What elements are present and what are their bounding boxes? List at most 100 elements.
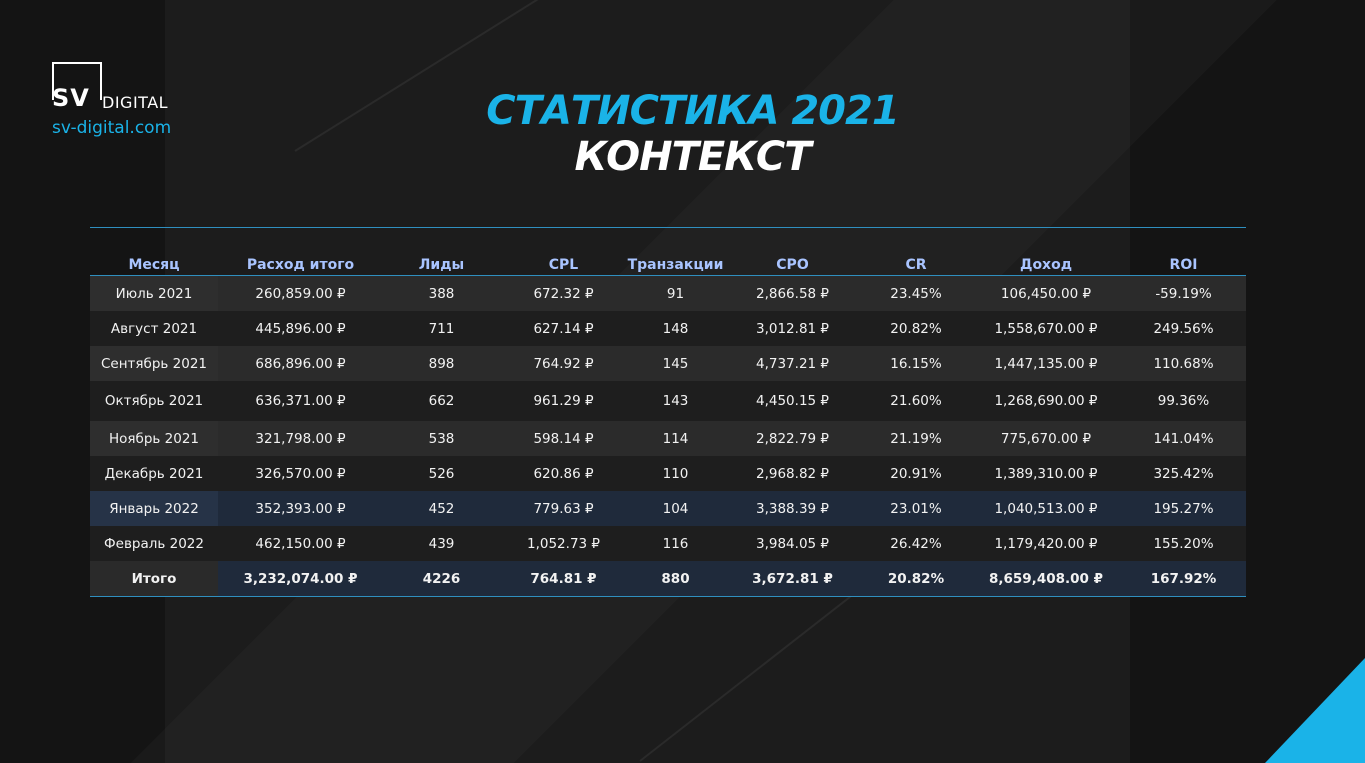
cell-cr: 23.45% xyxy=(861,275,971,311)
table-row: Июль 2021 260,859.00 ₽ 388 672.32 ₽ 91 2… xyxy=(90,275,1246,311)
cell-cpl: 598.14 ₽ xyxy=(500,421,627,456)
cell-cpo: 3,388.39 ₽ xyxy=(724,491,861,526)
cell-cpo: 2,822.79 ₽ xyxy=(724,421,861,456)
cell-month: Декабрь 2021 xyxy=(90,456,218,491)
cell-month: Июль 2021 xyxy=(90,275,218,311)
cell-leads: 898 xyxy=(383,346,500,381)
cell-month: Октябрь 2021 xyxy=(90,381,218,421)
total-cr: 20.82% xyxy=(861,561,971,597)
cell-roi: 99.36% xyxy=(1121,381,1246,421)
cell-cpo: 3,984.05 ₽ xyxy=(724,526,861,561)
cell-spend: 352,393.00 ₽ xyxy=(218,491,383,526)
cell-cr: 26.42% xyxy=(861,526,971,561)
cell-revenue: 1,558,670.00 ₽ xyxy=(971,311,1121,346)
cell-transactions: 143 xyxy=(627,381,724,421)
cell-leads: 388 xyxy=(383,275,500,311)
cell-leads: 711 xyxy=(383,311,500,346)
table-row: Январь 2022 352,393.00 ₽ 452 779.63 ₽ 10… xyxy=(90,491,1246,526)
header-cpl: CPL xyxy=(500,228,627,276)
table-row: Февраль 2022 462,150.00 ₽ 439 1,052.73 ₽… xyxy=(90,526,1246,561)
cell-cpl: 672.32 ₽ xyxy=(500,275,627,311)
cell-spend: 326,570.00 ₽ xyxy=(218,456,383,491)
header-month: Месяц xyxy=(90,228,218,276)
cell-revenue: 1,268,690.00 ₽ xyxy=(971,381,1121,421)
cell-roi: -59.19% xyxy=(1121,275,1246,311)
cell-leads: 538 xyxy=(383,421,500,456)
table-row: Сентябрь 2021 686,896.00 ₽ 898 764.92 ₽ … xyxy=(90,346,1246,381)
header-roi: ROI xyxy=(1121,228,1246,276)
table-row: Декабрь 2021 326,570.00 ₽ 526 620.86 ₽ 1… xyxy=(90,456,1246,491)
cell-spend: 636,371.00 ₽ xyxy=(218,381,383,421)
table-row: Август 2021 445,896.00 ₽ 711 627.14 ₽ 14… xyxy=(90,311,1246,346)
header-revenue: Доход xyxy=(971,228,1121,276)
cell-cpl: 627.14 ₽ xyxy=(500,311,627,346)
total-revenue: 8,659,408.00 ₽ xyxy=(971,561,1121,597)
total-roi: 167.92% xyxy=(1121,561,1246,597)
cell-spend: 445,896.00 ₽ xyxy=(218,311,383,346)
logo-frame xyxy=(52,62,102,100)
cell-cpo: 3,012.81 ₽ xyxy=(724,311,861,346)
page-title: СТАТИСТИКА 2021 xyxy=(486,88,899,134)
statistics-table-container: Месяц Расход итого Лиды CPL Транзакции C… xyxy=(90,227,1246,597)
cell-cr: 21.60% xyxy=(861,381,971,421)
cell-revenue: 106,450.00 ₽ xyxy=(971,275,1121,311)
table-row: Октябрь 2021 636,371.00 ₽ 662 961.29 ₽ 1… xyxy=(90,381,1246,421)
cell-month: Сентябрь 2021 xyxy=(90,346,218,381)
logo-digital-text: DIGITAL xyxy=(102,93,169,112)
total-leads: 4226 xyxy=(383,561,500,597)
cell-transactions: 145 xyxy=(627,346,724,381)
cell-cpl: 779.63 ₽ xyxy=(500,491,627,526)
table-total-row: Итого 3,232,074.00 ₽ 4226 764.81 ₽ 880 3… xyxy=(90,561,1246,597)
cell-cpl: 1,052.73 ₽ xyxy=(500,526,627,561)
header-transactions: Транзакции xyxy=(627,228,724,276)
cell-transactions: 104 xyxy=(627,491,724,526)
cell-roi: 249.56% xyxy=(1121,311,1246,346)
statistics-table: Месяц Расход итого Лиды CPL Транзакции C… xyxy=(90,228,1246,597)
logo-mark: SV DIGITAL xyxy=(52,62,182,112)
cell-month: Ноябрь 2021 xyxy=(90,421,218,456)
cell-roi: 325.42% xyxy=(1121,456,1246,491)
corner-accent-triangle xyxy=(1265,658,1365,763)
table-header-row: Месяц Расход итого Лиды CPL Транзакции C… xyxy=(90,228,1246,276)
logo-sv-text: SV xyxy=(52,84,90,112)
cell-spend: 321,798.00 ₽ xyxy=(218,421,383,456)
header-cr: CR xyxy=(861,228,971,276)
header-spend: Расход итого xyxy=(218,228,383,276)
cell-revenue: 1,179,420.00 ₽ xyxy=(971,526,1121,561)
cell-cpl: 764.92 ₽ xyxy=(500,346,627,381)
cell-cr: 16.15% xyxy=(861,346,971,381)
cell-transactions: 91 xyxy=(627,275,724,311)
cell-spend: 686,896.00 ₽ xyxy=(218,346,383,381)
total-transactions: 880 xyxy=(627,561,724,597)
cell-transactions: 148 xyxy=(627,311,724,346)
header-leads: Лиды xyxy=(383,228,500,276)
cell-roi: 155.20% xyxy=(1121,526,1246,561)
cell-leads: 452 xyxy=(383,491,500,526)
cell-cr: 21.19% xyxy=(861,421,971,456)
total-label: Итого xyxy=(90,561,218,597)
cell-transactions: 114 xyxy=(627,421,724,456)
cell-cr: 20.82% xyxy=(861,311,971,346)
total-spend: 3,232,074.00 ₽ xyxy=(218,561,383,597)
cell-revenue: 1,447,135.00 ₽ xyxy=(971,346,1121,381)
cell-roi: 110.68% xyxy=(1121,346,1246,381)
cell-leads: 439 xyxy=(383,526,500,561)
cell-leads: 526 xyxy=(383,456,500,491)
cell-cr: 20.91% xyxy=(861,456,971,491)
cell-roi: 141.04% xyxy=(1121,421,1246,456)
cell-cpo: 4,737.21 ₽ xyxy=(724,346,861,381)
company-logo: SV DIGITAL sv-digital.com xyxy=(52,62,182,138)
cell-revenue: 1,040,513.00 ₽ xyxy=(971,491,1121,526)
cell-leads: 662 xyxy=(383,381,500,421)
cell-spend: 260,859.00 ₽ xyxy=(218,275,383,311)
cell-cpo: 4,450.15 ₽ xyxy=(724,381,861,421)
total-cpl: 764.81 ₽ xyxy=(500,561,627,597)
cell-cpl: 620.86 ₽ xyxy=(500,456,627,491)
cell-roi: 195.27% xyxy=(1121,491,1246,526)
cell-cpl: 961.29 ₽ xyxy=(500,381,627,421)
header-cpo: CPO xyxy=(724,228,861,276)
cell-cpo: 2,968.82 ₽ xyxy=(724,456,861,491)
cell-month: Август 2021 xyxy=(90,311,218,346)
cell-transactions: 116 xyxy=(627,526,724,561)
cell-month: Январь 2022 xyxy=(90,491,218,526)
